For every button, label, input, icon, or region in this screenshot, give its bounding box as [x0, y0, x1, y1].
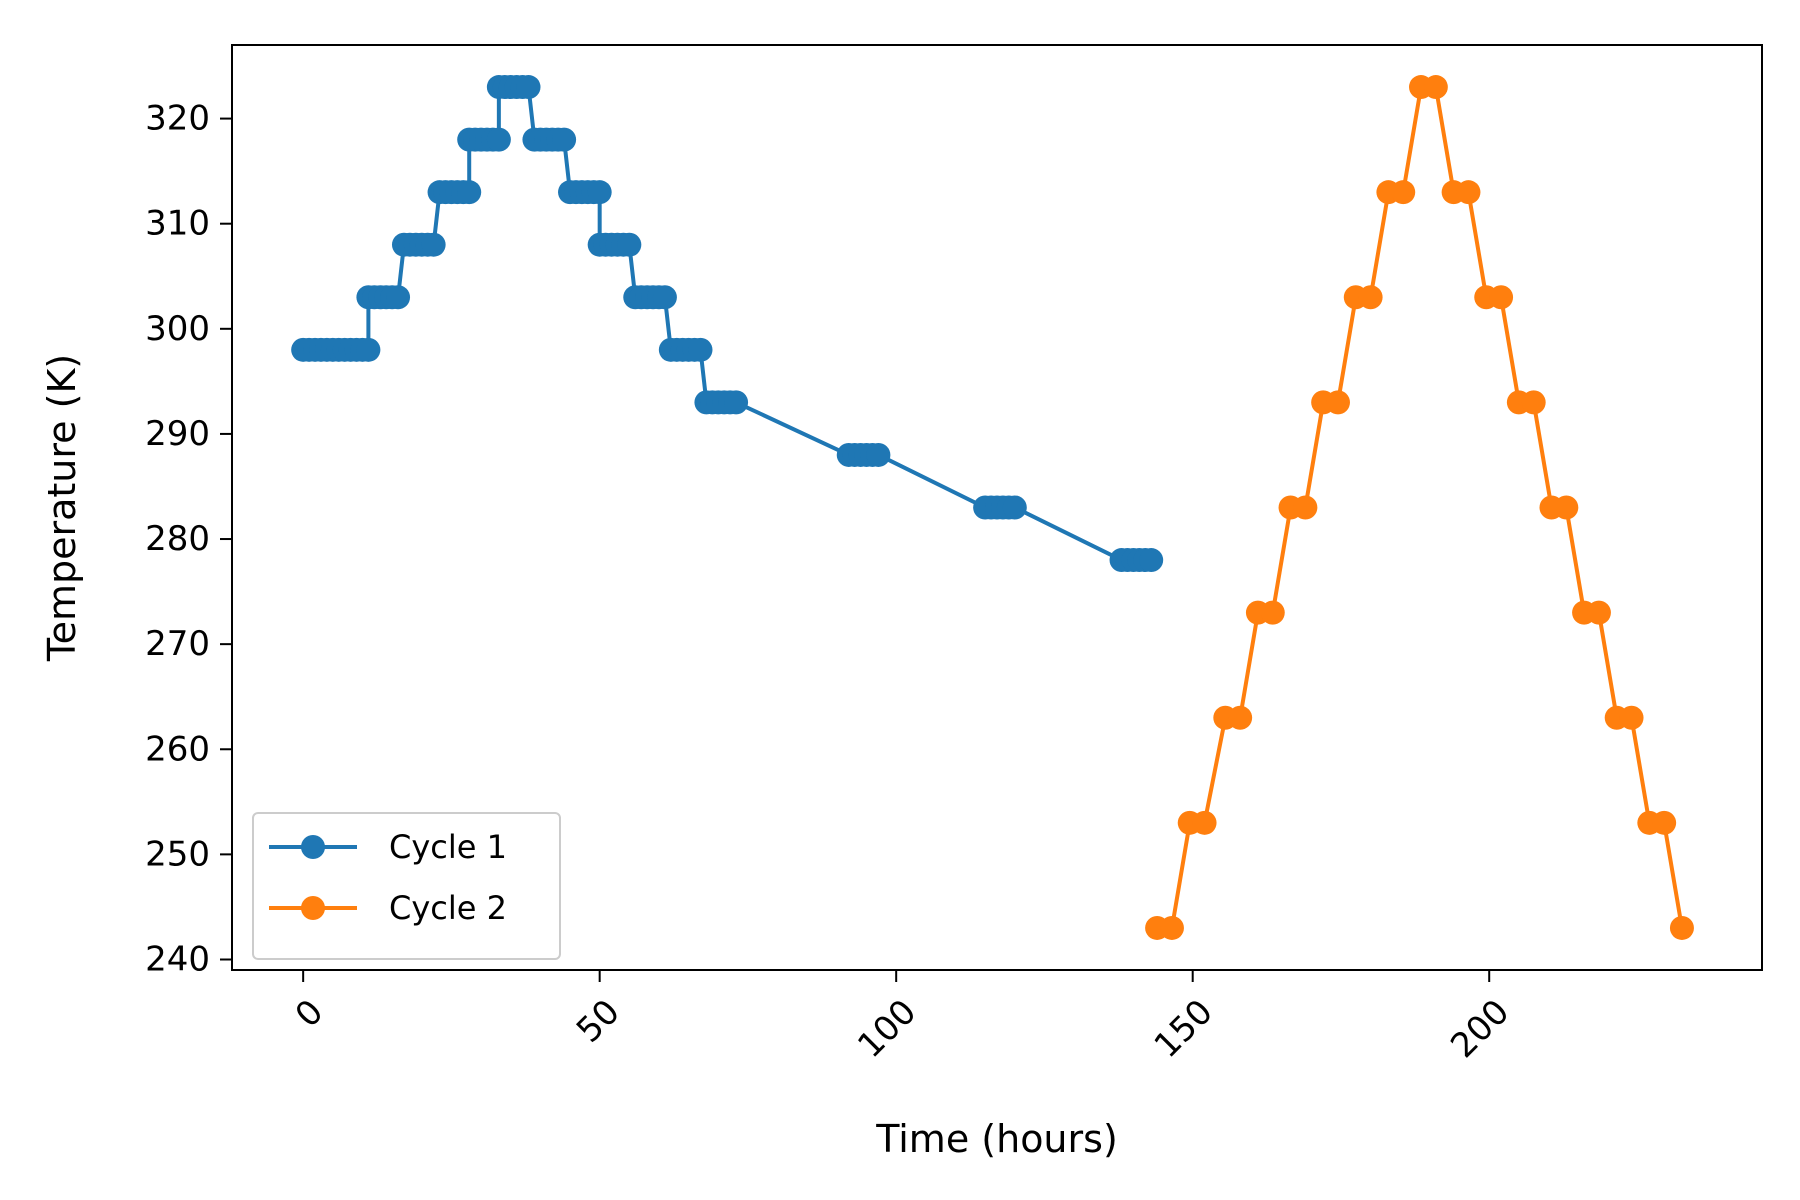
data-point: [1554, 495, 1579, 520]
data-point: [866, 442, 891, 467]
data-point: [1391, 180, 1416, 205]
data-point: [552, 127, 577, 152]
legend-box: [252, 812, 561, 960]
legend: Cycle 1 Cycle 2: [252, 812, 561, 960]
legend-item: Cycle 1: [269, 828, 507, 866]
data-point: [1192, 810, 1217, 835]
data-point: [1619, 705, 1644, 730]
y-tick-label: 310: [145, 204, 210, 244]
legend-label: Cycle 2: [389, 889, 507, 927]
data-point: [421, 232, 446, 257]
y-tick-label: 300: [145, 309, 210, 349]
plot-frame: [231, 44, 1763, 971]
series-layer: [291, 75, 1694, 940]
y-tick-label: 250: [145, 834, 210, 874]
legend-marker: [301, 835, 325, 859]
data-point: [516, 75, 541, 100]
data-point: [652, 285, 677, 310]
data-point: [1358, 285, 1383, 310]
data-point: [356, 337, 381, 362]
y-tick-label: 290: [145, 414, 210, 454]
y-axis-label: Temperature (K): [40, 354, 84, 662]
y-tick-label: 280: [145, 519, 210, 559]
data-point: [1652, 810, 1677, 835]
data-point: [617, 232, 642, 257]
series-1: [291, 75, 1164, 573]
data-point: [486, 127, 511, 152]
legend-label: Cycle 1: [389, 828, 507, 866]
y-axis: 240 250 260 270 280 290 300 310 320: [145, 99, 232, 979]
legend-item: Cycle 2: [269, 889, 507, 927]
series-2: [1145, 75, 1694, 940]
data-point: [1489, 285, 1514, 310]
data-point: [1159, 915, 1184, 940]
y-tick-label: 240: [145, 939, 210, 979]
data-point: [1423, 75, 1448, 100]
y-tick-label: 260: [145, 729, 210, 769]
data-point: [386, 285, 411, 310]
data-point: [688, 337, 713, 362]
data-point: [1260, 600, 1285, 625]
data-point: [587, 180, 612, 205]
y-tick-label: 320: [145, 99, 210, 139]
y-tick-label: 270: [145, 624, 210, 664]
data-point: [1325, 390, 1350, 415]
data-point: [1293, 495, 1318, 520]
x-axis-label: Time (hours): [875, 1117, 1118, 1161]
data-point: [724, 390, 749, 415]
data-point: [1002, 495, 1027, 520]
legend-marker: [301, 896, 325, 920]
data-point: [1521, 390, 1546, 415]
data-point: [1228, 705, 1253, 730]
data-point: [1139, 548, 1164, 573]
data-point: [457, 180, 482, 205]
data-point: [1586, 600, 1611, 625]
data-point: [1456, 180, 1481, 205]
data-point: [1669, 915, 1694, 940]
